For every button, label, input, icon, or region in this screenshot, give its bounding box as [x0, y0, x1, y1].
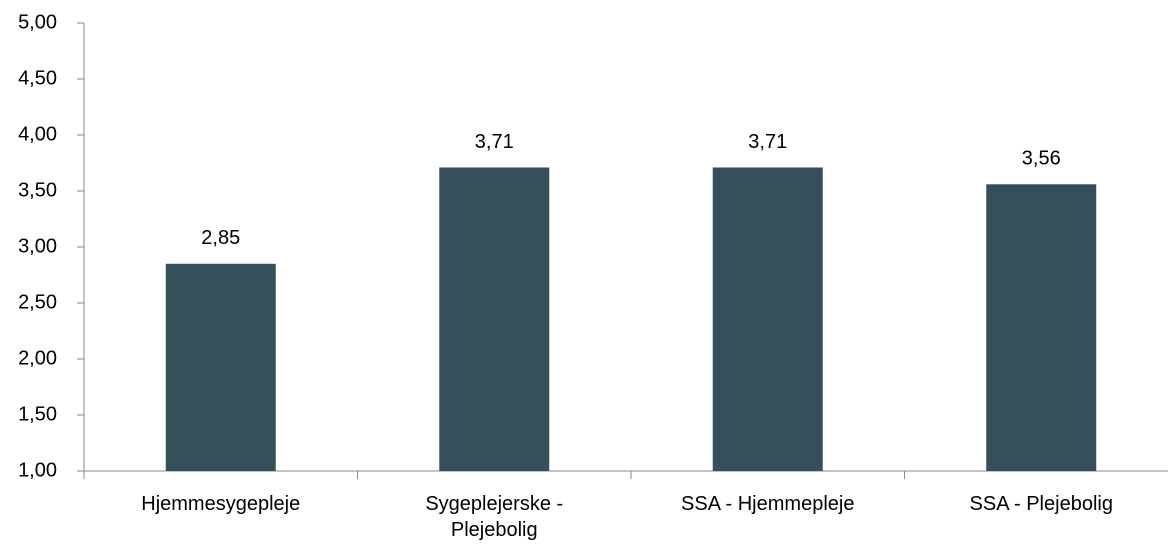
bar	[986, 184, 1097, 471]
value-label: 3,71	[748, 131, 787, 153]
y-tick-label: 2,50	[18, 291, 57, 313]
x-tick-label: Sygeplejerske - Plejebolig	[425, 493, 564, 541]
y-tick-label: 4,00	[18, 123, 57, 145]
y-tick-label: 4,50	[18, 67, 57, 89]
y-tick-label: 1,50	[18, 403, 57, 425]
y-tick-label: 5,00	[18, 11, 57, 33]
x-tick-label: Hjemmesygepleje	[141, 493, 301, 515]
value-label: 3,71	[475, 131, 514, 153]
y-tick-label: 2,00	[18, 347, 57, 369]
value-label: 3,56	[1022, 148, 1061, 170]
bar	[439, 167, 550, 472]
value-label: 2,85	[201, 227, 240, 249]
bar	[712, 167, 823, 472]
y-tick-label: 3,00	[18, 235, 57, 257]
y-tick-label: 1,00	[18, 459, 57, 481]
x-tick-label: SSA - Hjemmepleje	[681, 493, 855, 515]
y-tick-label: 3,50	[18, 179, 57, 201]
bar	[165, 263, 276, 471]
x-tick-label: SSA - Plejebolig	[969, 493, 1113, 515]
